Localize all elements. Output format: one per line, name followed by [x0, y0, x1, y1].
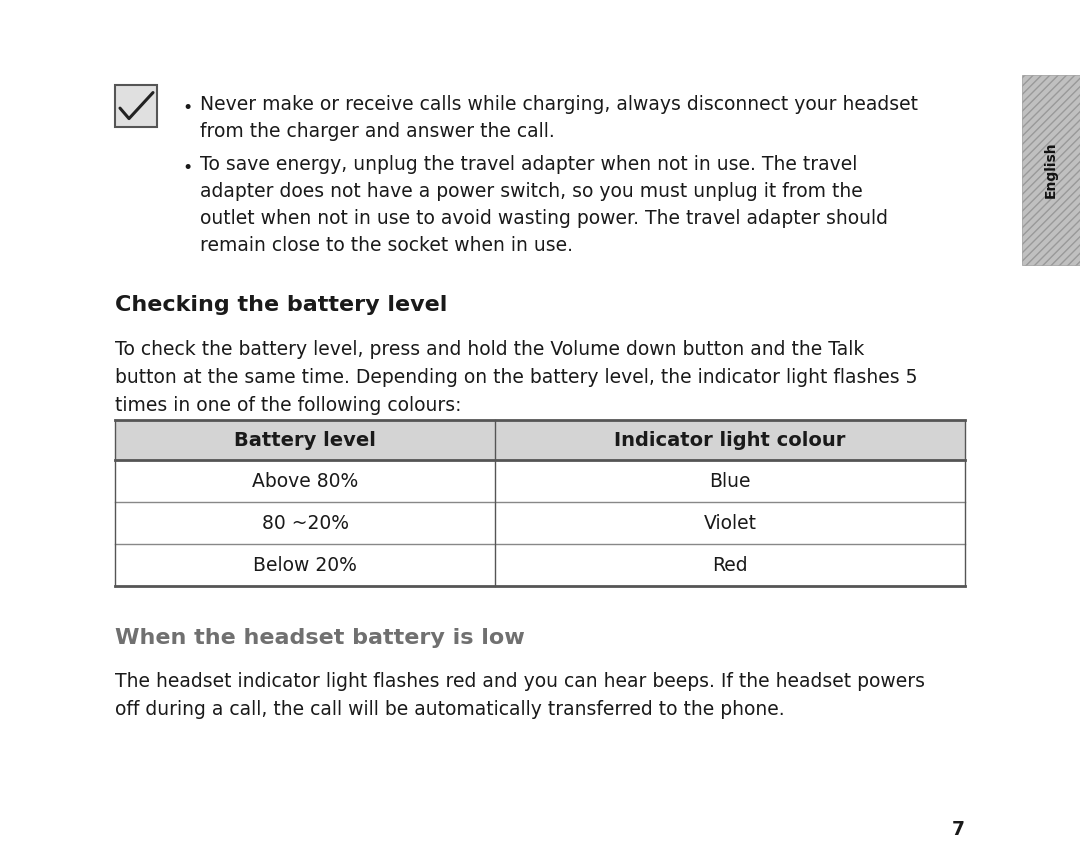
Text: •: • [183, 99, 192, 117]
Bar [114, 85, 157, 127]
Text: English: English [1044, 142, 1058, 198]
Text: Red: Red [712, 556, 747, 575]
Text: •: • [183, 159, 192, 177]
Text: Below 20%: Below 20% [253, 556, 356, 575]
Bar [114, 420, 966, 460]
Text: Battery level: Battery level [234, 431, 376, 450]
Text: Blue: Blue [710, 471, 751, 491]
Text: from the charger and answer the call.: from the charger and answer the call. [200, 122, 555, 141]
Text: The headset indicator light flashes red and you can hear beeps. If the headset p: The headset indicator light flashes red … [114, 672, 924, 691]
Text: When the headset battery is low: When the headset battery is low [114, 628, 525, 648]
Text: remain close to the socket when in use.: remain close to the socket when in use. [200, 236, 573, 255]
Text: button at the same time. Depending on the battery level, the indicator light fla: button at the same time. Depending on th… [114, 368, 918, 387]
Text: outlet when not in use to avoid wasting power. The travel adapter should: outlet when not in use to avoid wasting … [200, 209, 888, 228]
Text: 7: 7 [951, 820, 966, 839]
Bar [1022, 75, 1080, 265]
Text: Checking the battery level: Checking the battery level [114, 295, 447, 315]
Text: Above 80%: Above 80% [252, 471, 359, 491]
Text: Violet: Violet [703, 514, 756, 533]
Text: To save energy, unplug the travel adapter when not in use. The travel: To save energy, unplug the travel adapte… [200, 155, 858, 174]
Text: Never make or receive calls while charging, always disconnect your headset: Never make or receive calls while chargi… [200, 95, 918, 114]
Text: times in one of the following colours:: times in one of the following colours: [114, 396, 461, 415]
Text: off during a call, the call will be automatically transferred to the phone.: off during a call, the call will be auto… [114, 700, 785, 719]
Text: 80 ~20%: 80 ~20% [261, 514, 349, 533]
Text: To check the battery level, press and hold the Volume down button and the Talk: To check the battery level, press and ho… [114, 340, 864, 359]
Text: adapter does not have a power switch, so you must unplug it from the: adapter does not have a power switch, so… [200, 182, 863, 201]
Text: Indicator light colour: Indicator light colour [615, 431, 846, 450]
